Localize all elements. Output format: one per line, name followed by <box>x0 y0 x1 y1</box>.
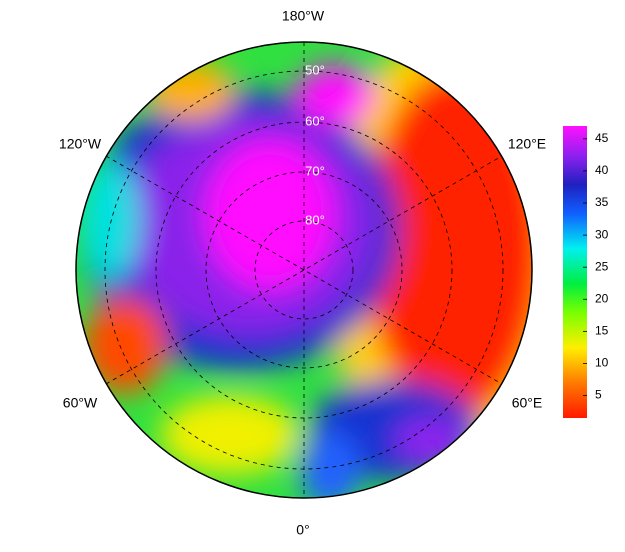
lon-label: 120°W <box>59 136 102 152</box>
colorbar-tick-label: 20 <box>595 291 609 305</box>
map-border <box>75 41 533 499</box>
colorbar <box>563 126 587 418</box>
colorbar-tick-label: 25 <box>595 259 609 273</box>
colorbar-tick-label: 35 <box>595 195 609 209</box>
lon-label: 60°W <box>63 395 98 411</box>
lon-label: 180°W <box>282 8 325 24</box>
field <box>76 42 532 498</box>
lon-label: 0° <box>296 522 309 538</box>
colorbar-tick-label: 10 <box>595 356 609 370</box>
lat-label: 60° <box>305 113 325 128</box>
lat-label: 70° <box>305 163 325 178</box>
colorbar-tick-label: 45 <box>595 131 609 145</box>
lon-label: 120°E <box>508 136 546 152</box>
colorbar-tick-label: 5 <box>595 388 602 402</box>
colorbar-tick-label: 40 <box>595 163 609 177</box>
lon-label: 60°E <box>512 395 543 411</box>
colorbar-tick-label: 30 <box>595 227 609 241</box>
colorbar-tick-label: 15 <box>595 324 609 338</box>
lat-label: 80° <box>305 212 325 227</box>
lat-label: 50° <box>305 62 325 77</box>
